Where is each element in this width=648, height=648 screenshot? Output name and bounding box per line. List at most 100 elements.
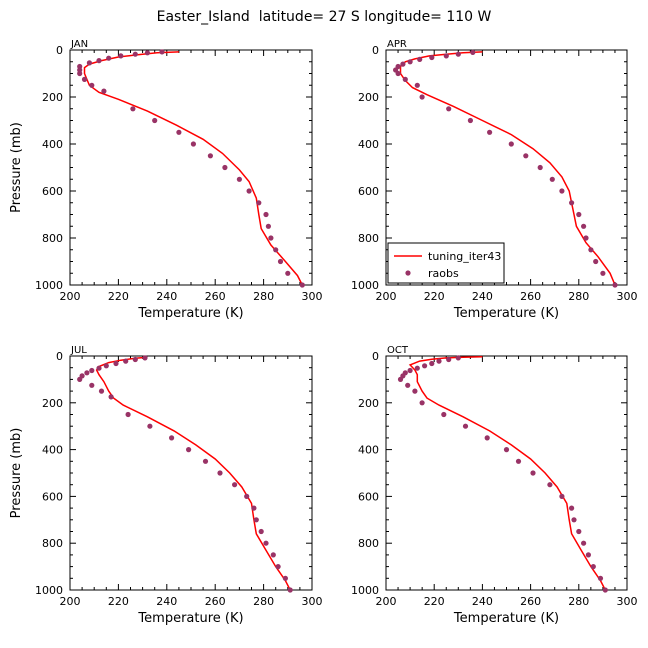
chart-panel-apr: 200 220 240 260 280 300 0 200 400 600 800 1000 Tempe… xyxy=(351,39,638,321)
x-tick-label: 240 xyxy=(472,290,493,303)
y-tick-label: 400 xyxy=(358,444,379,457)
raobs-point xyxy=(118,53,124,59)
y-tick-label: 1000 xyxy=(35,584,63,597)
y-tick-label: 0 xyxy=(372,350,379,363)
raobs-point xyxy=(515,458,522,464)
y-axis-label: Pressure (mb) xyxy=(9,122,24,213)
raobs-point xyxy=(441,411,447,418)
raobs-point xyxy=(144,50,150,56)
raobs-point xyxy=(581,540,587,546)
x-tick-label: 240 xyxy=(472,595,493,608)
raobs-point xyxy=(395,63,401,70)
raobs-point xyxy=(612,282,618,288)
raobs-point xyxy=(422,363,428,369)
raobs-point xyxy=(113,360,119,367)
x-tick-label: 300 xyxy=(302,595,323,608)
raobs-point xyxy=(414,365,420,371)
raobs-point xyxy=(89,82,95,88)
legend-label-raobs: raobs xyxy=(428,267,459,280)
y-tick-label: 600 xyxy=(42,490,63,503)
chart-panel-oct: 200 220 240 260 280 300 0 200 400 600 800 1000 Tempe… xyxy=(351,345,638,626)
y-tick-label: 200 xyxy=(42,91,63,104)
raobs-point xyxy=(569,200,575,206)
raobs-point xyxy=(263,540,269,546)
panel-month-label: APR xyxy=(387,39,407,50)
raobs-point xyxy=(101,88,107,94)
raobs-point xyxy=(96,58,102,64)
panel-month-label: OCT xyxy=(387,345,409,356)
raobs-point xyxy=(417,56,423,63)
raobs-point xyxy=(159,49,165,55)
x-tick-label: 280 xyxy=(568,290,589,303)
raobs-point xyxy=(89,382,95,388)
x-tick-label: 300 xyxy=(617,290,638,303)
y-tick-label: 200 xyxy=(42,397,63,410)
x-tick-label: 200 xyxy=(60,595,81,608)
raobs-point xyxy=(253,517,259,523)
chart-panel-jul: 200 220 240 260 280 300 0 200 400 600 800 1000 Tempe… xyxy=(9,345,323,626)
raobs-point xyxy=(79,373,85,379)
raobs-point xyxy=(142,355,148,361)
raobs-point xyxy=(103,363,109,369)
raobs-point xyxy=(446,356,452,363)
raobs-point xyxy=(270,552,276,558)
raobs-point xyxy=(186,447,192,453)
raobs-point xyxy=(89,367,95,374)
raobs-point xyxy=(202,458,209,464)
raobs-point xyxy=(547,482,553,488)
raobs-point xyxy=(125,411,131,418)
raobs-point xyxy=(585,552,592,558)
raobs-point xyxy=(537,164,543,171)
series-line-model xyxy=(399,51,616,286)
series-line-model xyxy=(95,356,291,591)
panel-month-label: JAN xyxy=(70,39,88,50)
raobs-point xyxy=(407,59,413,65)
raobs-point xyxy=(455,355,461,361)
raobs-point xyxy=(98,388,105,394)
raobs-point xyxy=(508,141,514,147)
legend-label-model: tuning_iter43 xyxy=(428,250,501,263)
raobs-point xyxy=(147,423,153,429)
panel-month-label: JUL xyxy=(70,345,87,356)
raobs-point xyxy=(400,61,406,67)
raobs-point xyxy=(571,517,577,523)
y-tick-label: 400 xyxy=(42,444,63,457)
x-tick-label: 260 xyxy=(205,595,226,608)
raobs-point xyxy=(576,211,582,218)
raobs-point xyxy=(106,55,112,61)
y-tick-label: 0 xyxy=(372,44,379,57)
y-tick-label: 800 xyxy=(42,537,63,550)
x-tick-label: 240 xyxy=(156,595,177,608)
raobs-point xyxy=(467,117,473,124)
raobs-point xyxy=(559,493,565,499)
y-tick-label: 200 xyxy=(358,397,379,410)
legend-box xyxy=(387,242,505,284)
y-tick-label: 1000 xyxy=(351,279,379,292)
y-axis-label: Pressure (mb) xyxy=(9,428,24,519)
raobs-point xyxy=(412,388,418,394)
raobs-point xyxy=(77,70,83,77)
raobs-point xyxy=(487,129,493,135)
x-tick-label: 220 xyxy=(108,595,129,608)
raobs-point xyxy=(169,435,175,441)
series-line-model xyxy=(83,51,303,286)
raobs-point xyxy=(273,247,279,253)
raobs-point xyxy=(470,49,476,56)
raobs-point xyxy=(256,200,262,206)
raobs-point xyxy=(549,176,555,182)
raobs-point xyxy=(190,141,196,147)
y-tick-label: 800 xyxy=(42,232,63,245)
raobs-point xyxy=(588,247,594,253)
raobs-point xyxy=(287,587,293,593)
raobs-point xyxy=(484,435,490,441)
raobs-point xyxy=(176,129,182,135)
x-tick-label: 300 xyxy=(617,595,638,608)
x-tick-label: 240 xyxy=(156,290,177,303)
x-tick-label: 260 xyxy=(520,290,541,303)
raobs-point xyxy=(130,106,136,112)
raobs-point xyxy=(236,176,242,182)
y-tick-label: 600 xyxy=(42,185,63,198)
figure-title: Easter_Island latitude= 27 S longitude= … xyxy=(157,9,492,25)
y-tick-label: 400 xyxy=(42,138,63,151)
